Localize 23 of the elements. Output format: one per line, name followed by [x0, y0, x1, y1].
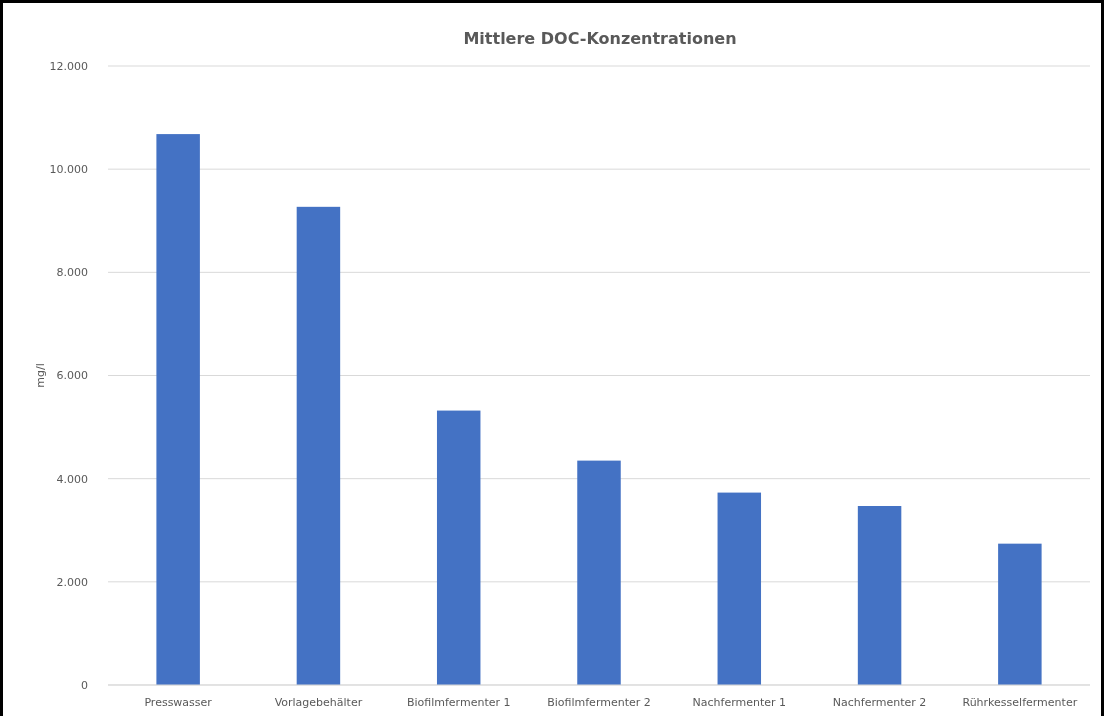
bar	[857, 506, 902, 685]
bar	[296, 206, 341, 685]
y-axis-title: mg/l	[34, 363, 47, 388]
y-tick-label: 4.000	[56, 472, 88, 486]
bar	[998, 543, 1042, 685]
y-tick-label: 6.000	[56, 369, 88, 383]
bar	[577, 460, 621, 685]
x-tick-label: Rührkesselfermenter	[962, 696, 1078, 709]
y-tick-label: 2.000	[56, 575, 88, 589]
y-tick-label: 12.000	[49, 59, 88, 73]
x-tick-label: Biofilmfermenter 2	[547, 696, 651, 709]
chart-title: Mittlere DOC-Konzentrationen	[463, 29, 737, 48]
x-tick-label: Vorlagebehälter	[274, 696, 363, 709]
x-tick-label: Nachfermenter 2	[832, 696, 927, 709]
x-tick-label: Biofilmfermenter 1	[406, 696, 511, 709]
y-tick-label: 8.000	[56, 266, 88, 280]
x-tick-label: Presswasser	[144, 696, 213, 709]
bar	[156, 134, 200, 685]
x-tick-label: Nachfermenter 1	[692, 696, 787, 709]
bar	[436, 410, 481, 685]
y-tick-label: 0	[81, 678, 88, 692]
bar	[717, 492, 762, 685]
y-tick-label: 10.000	[49, 163, 88, 177]
